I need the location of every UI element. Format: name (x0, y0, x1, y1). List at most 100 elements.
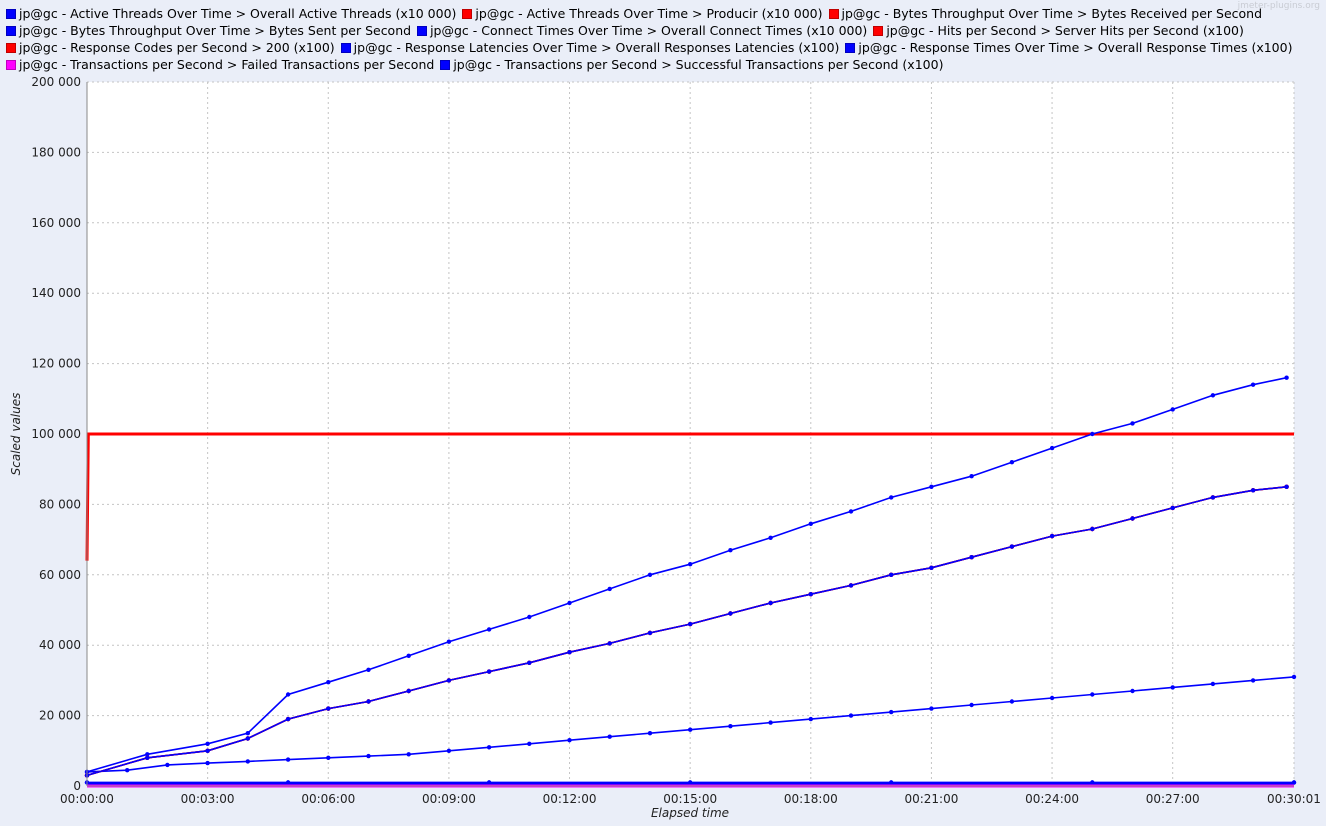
series-10 (84, 484, 1289, 778)
legend-swatch (6, 26, 16, 36)
data-point (647, 630, 653, 636)
data-point (1170, 505, 1175, 511)
x-tick-label: 00:21:00 (904, 792, 958, 806)
data-point (366, 667, 371, 672)
data-point (527, 741, 532, 746)
y-tick-label: 200 000 (31, 75, 81, 89)
legend-item: jp@gc - Connect Times Over Time > Overal… (417, 22, 867, 39)
data-point (889, 709, 894, 715)
legend-swatch (6, 9, 16, 19)
data-point (567, 600, 572, 606)
y-tick-label: 100 000 (31, 427, 81, 441)
x-tick-label: 00:06:00 (301, 792, 355, 806)
legend-item: jp@gc - Transactions per Second > Failed… (6, 56, 434, 73)
data-point (647, 572, 653, 577)
x-tick-label: 00:27:00 (1146, 792, 1200, 806)
legend-item: jp@gc - Bytes Throughput Over Time > Byt… (6, 22, 411, 39)
data-point (1009, 699, 1015, 704)
legend-item: jp@gc - Hits per Second > Server Hits pe… (873, 22, 1244, 39)
data-point (728, 724, 733, 729)
data-point (1130, 688, 1135, 694)
data-point (688, 780, 693, 785)
y-tick-label: 180 000 (31, 145, 81, 159)
x-tick-label: 00:18:00 (784, 792, 838, 806)
data-point (728, 611, 733, 616)
data-point (929, 484, 934, 489)
data-point (285, 716, 291, 722)
y-tick-label: 60 000 (39, 568, 81, 582)
data-point (205, 760, 210, 766)
data-point (1130, 421, 1135, 426)
data-point (1250, 678, 1256, 683)
legend-item: jp@gc - Active Threads Over Time > Produ… (462, 5, 823, 22)
data-point (285, 757, 291, 762)
data-point (1250, 488, 1256, 493)
data-point (607, 734, 612, 739)
data-point (808, 592, 813, 597)
data-point (527, 660, 532, 665)
y-tick-label: 80 000 (39, 497, 81, 511)
data-point (567, 738, 572, 743)
data-point (1090, 431, 1095, 437)
data-point (1210, 393, 1216, 398)
data-point (366, 753, 371, 759)
x-tick-label: 00:30:01 (1267, 792, 1321, 806)
legend-item: jp@gc - Bytes Throughput Over Time > Byt… (828, 5, 1262, 22)
data-point (728, 548, 733, 553)
y-tick-label: 20 000 (39, 709, 81, 723)
data-point (366, 699, 371, 704)
series-line (86, 486, 1287, 777)
data-point (848, 583, 854, 588)
data-point (929, 706, 934, 711)
data-point (486, 780, 492, 785)
data-point (969, 702, 974, 708)
y-tick-label: 160 000 (31, 216, 81, 230)
data-point (165, 762, 170, 768)
data-point (889, 780, 894, 785)
data-point (145, 755, 150, 760)
legend-swatch (6, 43, 16, 53)
x-tick-label: 00:00:00 (60, 792, 114, 806)
data-point (969, 474, 974, 479)
y-axis-title: Scaled values (9, 393, 23, 476)
y-tick-label: 140 000 (31, 286, 81, 300)
data-point (1130, 516, 1135, 521)
data-point (326, 680, 331, 685)
data-point (205, 748, 210, 753)
series-3 (84, 375, 1289, 775)
legend-swatch (440, 60, 451, 70)
x-tick-label: 00:12:00 (543, 792, 597, 806)
x-tick-label: 00:09:00 (422, 792, 476, 806)
data-point (808, 521, 813, 526)
data-point (1009, 544, 1015, 549)
legend-swatch (6, 60, 16, 70)
legend-swatch (845, 43, 856, 53)
x-tick-label: 00:15:00 (663, 792, 717, 806)
y-tick-label: 0 (73, 779, 81, 793)
data-point (245, 731, 250, 736)
series-line (86, 376, 1287, 773)
legend-item: jp@gc - Response Latencies Over Time > O… (340, 39, 839, 56)
data-point (1090, 692, 1095, 697)
axis-ticks: 0 20 000 40 000 60 000 80 000 100 000 120 000 1… (31, 75, 1321, 806)
data-point (1049, 445, 1055, 451)
x-tick-label: 00:03:00 (181, 792, 235, 806)
data-point (889, 572, 894, 577)
data-point (285, 692, 291, 697)
data-point (1250, 382, 1256, 387)
legend-item: jp@gc - Response Codes per Second > 200 … (6, 39, 335, 56)
legend-swatch (462, 9, 473, 19)
data-point (1284, 484, 1289, 489)
legend-swatch (828, 9, 839, 19)
data-point (486, 745, 492, 750)
data-point (1170, 407, 1175, 412)
watermark: jmeter-plugins.org (1237, 1, 1320, 11)
data-point (688, 562, 693, 567)
data-point (1170, 685, 1175, 690)
data-point (446, 639, 452, 644)
data-point (969, 555, 974, 560)
data-point (1291, 780, 1297, 785)
data-point (647, 731, 653, 736)
legend-swatch (340, 43, 351, 53)
legend-label: jp@gc - Response Times Over Time > Overa… (858, 40, 1293, 55)
